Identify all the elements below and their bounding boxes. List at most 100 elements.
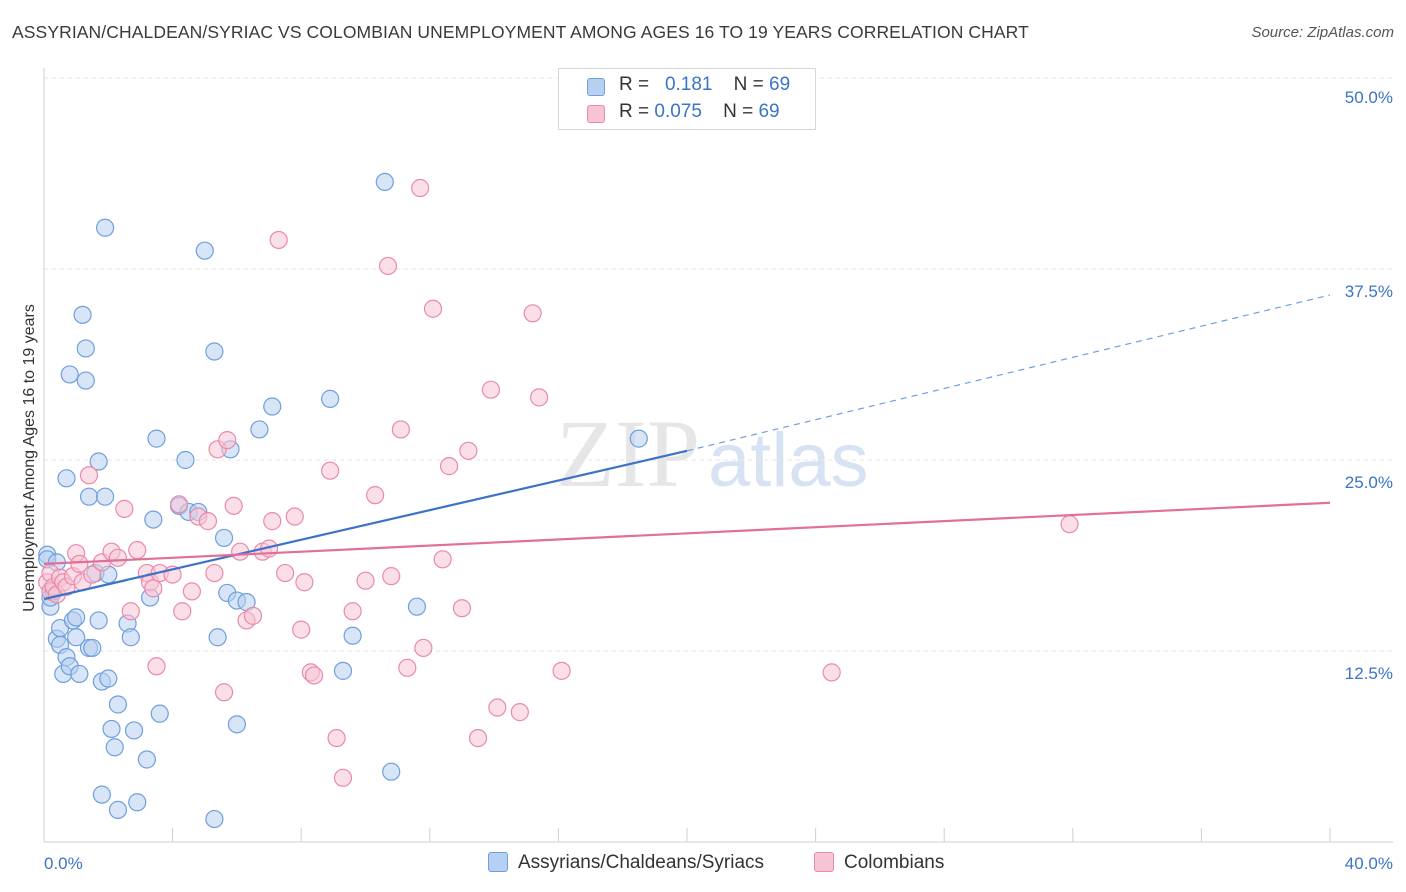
data-point-s1-61 [433, 550, 452, 569]
data-point-s0-65 [382, 762, 401, 781]
series-assyrians-points [38, 172, 648, 829]
correlation-legend: R = 0.181 N = 69 R = 0.075 N = 69 [558, 68, 816, 130]
trend-lines [43, 294, 1331, 601]
data-point-s0-46 [176, 450, 195, 470]
data-point-s1-71 [552, 661, 571, 680]
data-point-s1-60 [423, 299, 443, 318]
data-point-s1-42 [269, 230, 288, 250]
data-point-s1-62 [439, 457, 459, 476]
data-point-s1-19 [128, 541, 147, 560]
data-point-s1-68 [510, 703, 529, 722]
source-credit: Source: ZipAtlas.com [1251, 24, 1394, 41]
data-point-s1-73 [1060, 515, 1079, 534]
data-point-s1-48 [304, 666, 324, 685]
data-point-s1-45 [292, 620, 311, 639]
data-point-s1-64 [459, 441, 478, 460]
data-point-s0-29 [95, 218, 115, 237]
data-point-s1-33 [214, 683, 234, 702]
data-point-s0-66 [407, 597, 427, 616]
data-point-s0-16 [67, 608, 86, 627]
data-point-s1-70 [530, 388, 549, 407]
data-point-s1-35 [224, 496, 243, 515]
data-point-s1-52 [343, 602, 362, 621]
data-point-s1-66 [481, 380, 500, 399]
data-point-s1-28 [182, 582, 201, 601]
data-point-s1-58 [398, 658, 417, 677]
data-point-s1-10 [70, 554, 89, 574]
legend-swatch-blue [587, 78, 605, 96]
bottom-legend-swatch-blue [488, 852, 508, 872]
x-tick-label-max: 40.0% [1345, 854, 1393, 873]
data-point-s1-22 [144, 579, 163, 598]
data-point-s0-18 [73, 305, 92, 324]
data-point-s0-43 [147, 429, 166, 448]
data-point-s1-56 [382, 567, 401, 586]
data-point-s0-23 [83, 638, 102, 658]
data-point-s0-51 [205, 809, 224, 829]
data-point-s0-64 [375, 172, 394, 192]
data-point-s1-17 [115, 499, 134, 518]
legend-r-label: R = [619, 74, 650, 95]
y-tick-label-1: 25.0% [1345, 473, 1393, 492]
data-point-s1-44 [285, 507, 304, 526]
trend-line-assyrians-extrapolated [686, 294, 1331, 452]
data-point-s0-37 [121, 628, 140, 647]
data-point-s0-33 [105, 738, 124, 757]
data-point-s1-13 [83, 565, 102, 584]
data-point-s1-49 [321, 461, 340, 480]
legend-n-label: N = [723, 101, 754, 122]
data-point-s1-43 [276, 563, 295, 583]
data-point-s0-32 [102, 719, 121, 739]
data-point-s0-62 [333, 661, 353, 680]
data-point-s0-38 [124, 721, 144, 740]
data-point-s1-59 [414, 638, 433, 658]
watermark: ZIP atlas [556, 398, 869, 509]
x-tick-label-min: 0.0% [44, 854, 83, 873]
data-point-s0-67 [629, 429, 648, 448]
data-point-s0-20 [76, 339, 95, 358]
data-point-s0-52 [208, 628, 227, 647]
axes [43, 68, 1393, 843]
legend-n-value: 69 [769, 74, 791, 95]
y-tick-label-2: 37.5% [1345, 282, 1393, 301]
data-point-s0-26 [89, 452, 108, 471]
data-point-s1-63 [452, 599, 472, 618]
data-point-s0-61 [321, 389, 340, 408]
data-point-s1-72 [822, 663, 841, 682]
data-point-s1-57 [391, 420, 410, 439]
data-point-s0-15 [67, 628, 86, 647]
legend-n-value: 69 [758, 101, 780, 122]
bottom-legend-label: Colombians [844, 852, 945, 873]
bottom-legend-colombians: Colombians [814, 852, 944, 874]
data-point-s1-41 [263, 512, 282, 531]
data-point-s0-49 [195, 241, 214, 260]
data-point-s0-21 [79, 487, 99, 506]
data-point-s0-42 [144, 510, 163, 529]
data-point-s1-18 [121, 602, 140, 621]
chart-title: ASSYRIAN/CHALDEAN/SYRIAC VS COLOMBIAN UN… [12, 22, 1029, 42]
data-point-s0-35 [108, 800, 128, 820]
data-point-s0-60 [263, 397, 282, 416]
data-point-s0-59 [250, 420, 269, 439]
data-point-s0-12 [60, 365, 79, 384]
y-axis-label: Unemployment Among Ages 16 to 19 years [21, 304, 38, 612]
data-point-s1-69 [523, 304, 542, 323]
data-point-s0-44 [150, 704, 169, 723]
data-point-s1-27 [173, 602, 192, 621]
data-point-s0-30 [95, 487, 115, 506]
data-point-s1-74 [411, 178, 430, 198]
data-point-s0-19 [76, 371, 95, 390]
data-point-s1-51 [333, 768, 353, 787]
data-point-s1-16 [108, 548, 128, 567]
data-point-s1-67 [488, 698, 507, 717]
legend-swatch-pink [587, 105, 605, 123]
data-point-s0-53 [214, 528, 234, 548]
data-point-s1-12 [79, 466, 99, 485]
legend-n-label: N = [733, 74, 764, 95]
data-point-s1-46 [295, 573, 314, 592]
y-tick-labels: 12.5% 25.0% 37.5% 50.0% [1345, 88, 1393, 683]
trend-line-colombians [43, 501, 1331, 566]
data-point-s0-25 [89, 611, 108, 630]
bottom-legend-swatch-pink [814, 852, 834, 872]
bottom-legend-label: Assyrians/Chaldeans/Syriacs [518, 852, 765, 873]
